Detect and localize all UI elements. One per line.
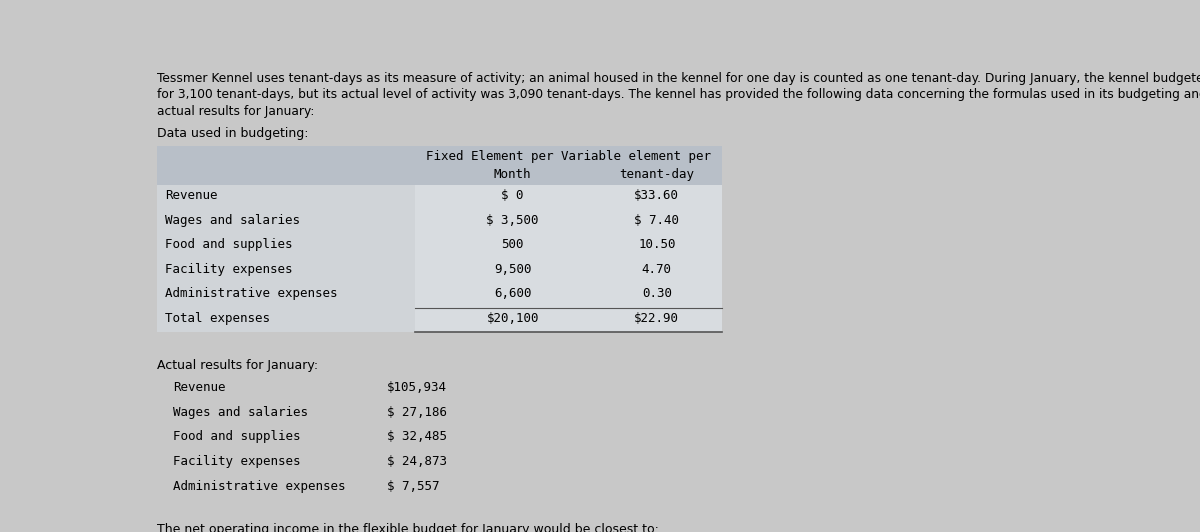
Text: Month: Month — [494, 168, 532, 181]
Bar — [415, 283, 722, 307]
Bar — [157, 209, 415, 234]
Bar — [415, 307, 722, 332]
Text: Fixed Element per Variable element per: Fixed Element per Variable element per — [426, 150, 710, 163]
Text: $33.60: $33.60 — [635, 189, 679, 202]
Text: 0.30: 0.30 — [642, 287, 672, 301]
Text: Food and supplies: Food and supplies — [173, 430, 301, 444]
Bar — [415, 234, 722, 259]
Text: 6,600: 6,600 — [494, 287, 532, 301]
Text: Administrative expenses: Administrative expenses — [164, 287, 337, 301]
Text: The net operating income in the flexible budget for January would be closest to:: The net operating income in the flexible… — [157, 522, 659, 532]
Text: Wages and salaries: Wages and salaries — [164, 214, 300, 227]
Text: Wages and salaries: Wages and salaries — [173, 406, 308, 419]
Text: Food and supplies: Food and supplies — [164, 238, 293, 251]
Text: Tessmer Kennel uses tenant-days as its measure of activity; an animal housed in : Tessmer Kennel uses tenant-days as its m… — [157, 72, 1200, 85]
Text: $ 3,500: $ 3,500 — [486, 214, 539, 227]
Bar — [157, 307, 415, 332]
Text: Revenue: Revenue — [164, 189, 217, 202]
Text: 9,500: 9,500 — [494, 263, 532, 276]
Text: $22.90: $22.90 — [635, 312, 679, 325]
Text: tenant-day: tenant-day — [619, 168, 695, 181]
Text: $20,100: $20,100 — [486, 312, 539, 325]
Text: Administrative expenses: Administrative expenses — [173, 480, 346, 493]
Text: Actual results for January:: Actual results for January: — [157, 359, 318, 372]
Text: 10.50: 10.50 — [638, 238, 676, 251]
Text: actual results for January:: actual results for January: — [157, 105, 314, 118]
Text: Facility expenses: Facility expenses — [173, 455, 301, 468]
Text: $ 0: $ 0 — [502, 189, 524, 202]
Bar — [415, 185, 722, 209]
Text: Data used in budgeting:: Data used in budgeting: — [157, 127, 308, 140]
Bar — [157, 185, 415, 209]
Text: 4.70: 4.70 — [642, 263, 672, 276]
Text: $ 7,557: $ 7,557 — [388, 480, 439, 493]
Text: 500: 500 — [502, 238, 524, 251]
Bar — [157, 234, 415, 259]
Bar — [415, 259, 722, 283]
Text: $ 24,873: $ 24,873 — [388, 455, 448, 468]
Text: $105,934: $105,934 — [388, 381, 448, 394]
Text: Facility expenses: Facility expenses — [164, 263, 293, 276]
Text: $ 32,485: $ 32,485 — [388, 430, 448, 444]
Text: Revenue: Revenue — [173, 381, 226, 394]
Bar — [157, 259, 415, 283]
Bar — [157, 146, 722, 185]
Text: $ 27,186: $ 27,186 — [388, 406, 448, 419]
Text: for 3,100 tenant-days, but its actual level of activity was 3,090 tenant-days. T: for 3,100 tenant-days, but its actual le… — [157, 88, 1200, 102]
Text: $ 7.40: $ 7.40 — [635, 214, 679, 227]
Text: Total expenses: Total expenses — [164, 312, 270, 325]
Bar — [415, 209, 722, 234]
Bar — [157, 283, 415, 307]
